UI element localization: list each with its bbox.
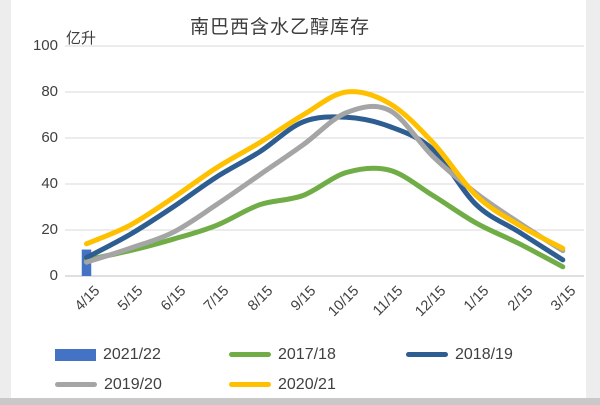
page-edge-left — [0, 0, 11, 399]
legend-swatch-2018-19 — [406, 352, 448, 357]
legend-label-2017-18: 2017/18 — [278, 345, 336, 363]
legend-item-2020-21: 2020/21 — [229, 374, 406, 395]
legend-label-2018-19: 2018/19 — [455, 345, 513, 363]
y-tick-label-0: 0 — [49, 267, 58, 284]
chart-title: 南巴西含水乙醇库存 — [189, 17, 370, 38]
legend-swatch-2021-22 — [55, 348, 96, 361]
legend-item-2017-18: 2017/18 — [229, 344, 406, 365]
legend-label-2021-22: 2021/22 — [103, 345, 161, 363]
y-axis-unit-label: 亿升 — [66, 30, 97, 47]
y-tick-label-20: 20 — [41, 221, 58, 238]
legend-swatch-2020-21 — [229, 382, 271, 387]
legend-item-2019-20: 2019/20 — [55, 374, 229, 395]
y-tick-label-40: 40 — [41, 175, 58, 192]
legend-item-2021-22: 2021/22 — [55, 344, 229, 365]
legend-label-2019-20: 2019/20 — [104, 375, 162, 393]
page-edge-right — [586, 0, 600, 399]
legend-swatch-2019-20 — [55, 382, 97, 387]
y-tick-label-100: 100 — [32, 37, 58, 54]
series-line-2017-18 — [84, 165, 566, 270]
y-tick-label-80: 80 — [41, 83, 58, 100]
legend-label-2020-21: 2020/21 — [278, 375, 336, 393]
page-edge-bottom — [0, 398, 600, 405]
legend-item-2018-19: 2018/19 — [406, 344, 556, 365]
legend-swatch-2017-18 — [229, 352, 271, 357]
series-line-2020-21 — [84, 89, 566, 251]
y-tick-label-60: 60 — [41, 129, 58, 146]
series-line-2018-19 — [84, 114, 566, 263]
chart-legend: 2021/22 2017/18 2018/19 2019/20 2020/21 — [55, 344, 556, 395]
